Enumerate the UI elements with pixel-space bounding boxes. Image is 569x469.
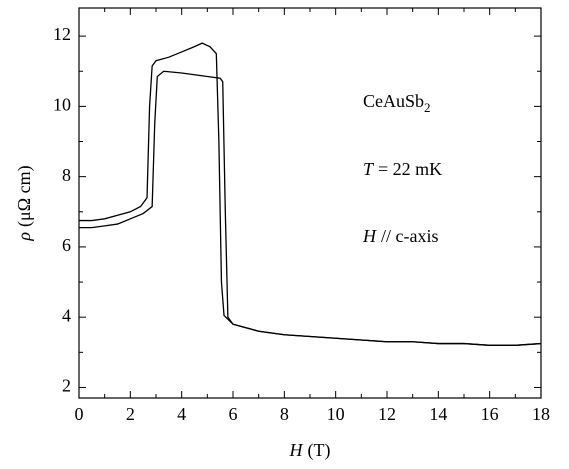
annotation-text: // c-axis (381, 226, 438, 246)
y-label-unit: (μΩ cm) (14, 165, 35, 227)
plot-frame (78, 7, 542, 399)
annotation: T = 22 mK (363, 159, 442, 179)
y-axis-label: ρ (μΩ cm) (14, 165, 35, 241)
x-tick-label: 18 (532, 404, 550, 424)
y-tick-label: 12 (53, 24, 71, 44)
x-axis-label: H (T) (289, 440, 331, 461)
x-tick-label: 0 (75, 404, 84, 424)
x-tick-label: 16 (481, 404, 499, 424)
x-tick-label: 8 (280, 404, 289, 424)
y-tick-label: 2 (62, 376, 71, 396)
x-tick-label: 10 (327, 404, 345, 424)
x-label-symbol: H (289, 440, 304, 460)
annotation-text: CeAuSb (363, 91, 424, 111)
y-tick-label: 4 (62, 305, 71, 325)
y-tick-label: 6 (62, 235, 71, 255)
y-tick-label: 10 (53, 95, 71, 115)
x-tick-label: 14 (429, 404, 447, 424)
x-tick-label: 4 (177, 404, 186, 424)
x-tick-label: 12 (378, 404, 396, 424)
y-label-symbol: ρ (14, 232, 34, 242)
y-tick-label: 8 (62, 165, 71, 185)
annotation: CeAuSb2 (363, 91, 431, 115)
x-tick-label: 6 (229, 404, 238, 424)
curve (79, 42, 542, 346)
annotation-text: = 22 mK (378, 159, 442, 179)
annotation: H// c-axis (362, 226, 438, 246)
annotation-symbol: T (363, 159, 375, 179)
x-label-unit: (T) (308, 440, 331, 461)
annotation-symbol: H (362, 226, 377, 246)
annotation-subscript: 2 (424, 100, 431, 115)
curve (79, 70, 542, 346)
x-tick-label: 2 (126, 404, 135, 424)
